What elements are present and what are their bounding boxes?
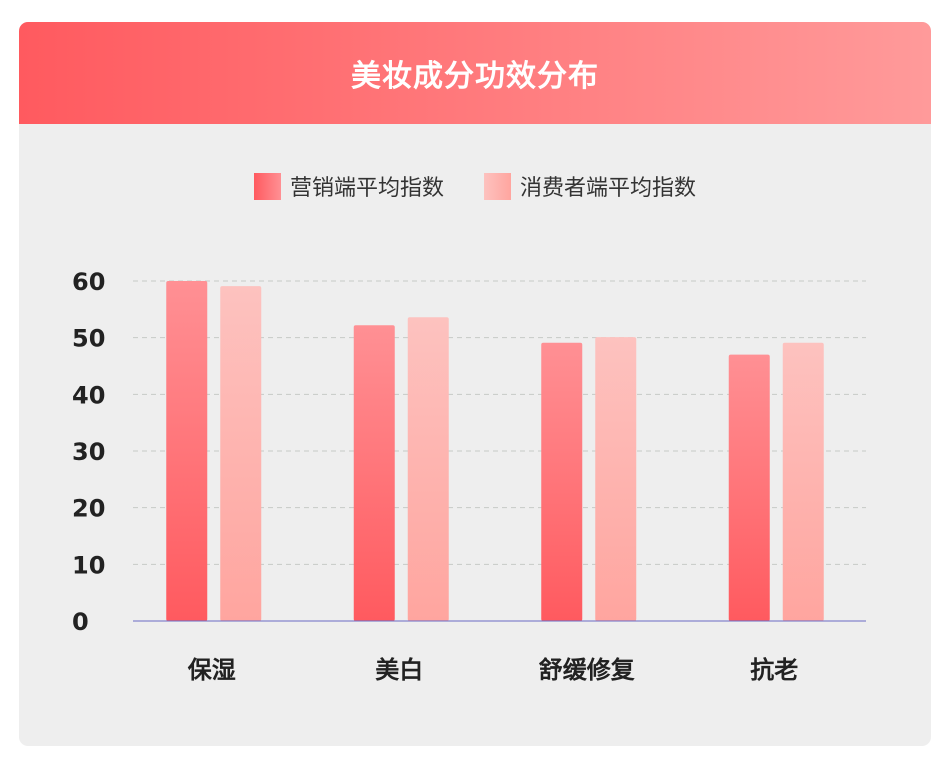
x-category-label: 保湿 (187, 656, 236, 684)
y-tick-label: 40 (72, 381, 105, 409)
x-category-label: 抗老 (750, 656, 798, 684)
y-tick-label: 60 (72, 268, 105, 296)
bar-marketing-0 (166, 281, 208, 621)
y-tick-label: 20 (72, 495, 105, 523)
legend-label-consumer: 消费者端平均指数 (520, 176, 697, 201)
y-tick-label: 10 (72, 551, 105, 579)
legend-item-consumer[interactable]: 消费者端平均指数 (484, 170, 696, 202)
bar-consumer-3 (782, 342, 824, 621)
legend-label-marketing: 营销端平均指数 (289, 176, 444, 201)
y-tick-label: 30 (72, 438, 105, 466)
bar-consumer-0 (220, 286, 262, 621)
y-tick-label: 50 (72, 325, 105, 353)
chart-legend: 营销端平均指数 消费者端平均指数 (19, 170, 931, 202)
chart-header: 美妆成分功效分布 (19, 22, 931, 124)
legend-swatch-marketing (253, 172, 281, 200)
bar-marketing-3 (728, 354, 770, 621)
bar-consumer-1 (407, 317, 449, 621)
x-category-label: 美白 (375, 656, 423, 684)
bar-marketing-2 (541, 342, 583, 621)
bar-consumer-2 (595, 337, 637, 621)
legend-swatch-consumer (484, 172, 511, 200)
legend-item-marketing[interactable]: 营销端平均指数 (253, 170, 444, 202)
chart-title: 美妆成分功效分布 (351, 59, 599, 94)
x-category-label: 舒缓修复 (539, 656, 636, 684)
y-tick-label: 0 (72, 608, 89, 636)
bar-marketing-1 (353, 325, 395, 621)
